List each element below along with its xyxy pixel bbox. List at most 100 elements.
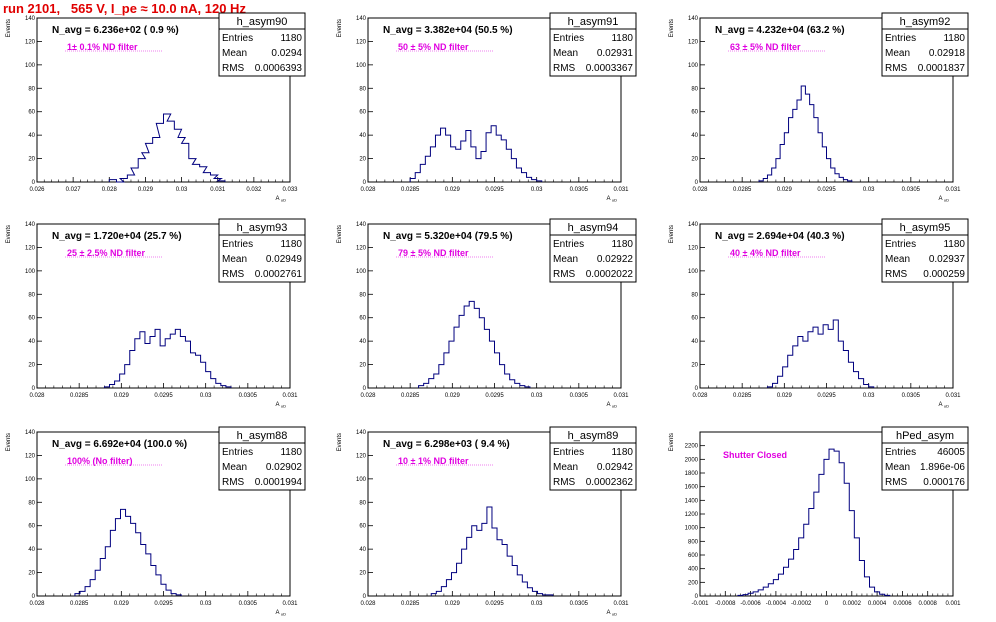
y-tick-label: 20 [359,571,366,577]
panel-h_asym94: 0.028 0.0285 0.029 0.0295 0.03 0.0305 0.031 0 20… [337,218,637,409]
stats-label: Mean [885,48,910,59]
x-tick-label: 0.028 [102,187,118,193]
y-tick-label: 40 [359,339,366,345]
stats-value: 0.02922 [597,254,634,265]
x-tick-label: 0.0305 [239,393,258,399]
x-tick-label: 0.028 [360,187,376,193]
x-tick-label: 0.0285 [401,601,420,607]
y-tick-label: 100 [356,477,367,483]
stats-title: h_asym94 [568,222,619,234]
x-axis-label: A uD [939,402,950,409]
y-tick-label: 140 [25,222,36,228]
x-tick-label: 0.029 [138,187,154,193]
x-tick-label: 0.031 [613,187,629,193]
stats-value: 0.0001994 [255,477,303,488]
stats-value: 1180 [611,447,633,458]
y-tick-label: 140 [25,430,36,436]
y-tick-label: 1400 [685,498,699,504]
y-tick-label: 40 [28,339,35,345]
stats-value: 1180 [611,33,633,44]
stats-box [549,218,637,283]
stats-label: Mean [553,48,578,59]
stats-value: 1180 [943,33,965,44]
y-tick-label: 1000 [685,526,699,532]
y-tick-label: 20 [28,363,35,369]
y-tick-label: 100 [688,269,699,275]
x-tick-label: 0.0006 [893,601,912,607]
stats-box [218,426,306,491]
x-tick-label: 0.0305 [570,601,589,607]
x-tick-label: 0.0305 [570,187,589,193]
y-tick-label: 20 [359,363,366,369]
y-tick-label: 120 [356,453,367,459]
stats-value: 0.0001837 [918,63,966,74]
stats-value: 1180 [611,239,633,250]
y-tick-label: 60 [691,110,698,116]
x-tick-label: 0.031 [282,601,298,607]
y-tick-label: 600 [688,553,699,559]
stats-label: RMS [553,269,576,280]
stats-box [881,12,969,77]
x-tick-label: 0.0305 [570,393,589,399]
panel-h_asym90: 0.026 0.027 0.028 0.029 0.03 0.031 0.032 0.033 0… [6,12,306,203]
stats-label: Entries [553,33,584,44]
x-tick-label: 0 [825,601,829,607]
stats-title: h_asym93 [237,222,288,234]
panel-h_asym89: 0.028 0.0285 0.029 0.0295 0.03 0.0305 0.031 0 20… [337,426,637,617]
y-tick-label: 120 [356,39,367,45]
x-tick-label: 0.029 [114,393,130,399]
y-tick-label: 80 [691,292,698,298]
stats-label: RMS [885,269,908,280]
stats-value: 0.0003367 [586,63,634,74]
y-tick-label: 40 [691,133,698,139]
x-tick-label: 0.029 [445,187,461,193]
x-tick-label: 0.0004 [868,601,887,607]
x-tick-label: 0.0295 [485,187,504,193]
stats-value: 0.02918 [929,48,966,59]
x-tick-label: 0.029 [777,393,793,399]
histogram-line [737,448,891,596]
stats-label: Mean [553,462,578,473]
x-tick-label: 0.0285 [401,393,420,399]
histogram-line [108,113,226,183]
histogram-line [74,508,182,596]
x-tick-label: 0.03 [531,187,543,193]
x-tick-label: 0.028 [692,187,708,193]
y-tick-label: 140 [356,222,367,228]
stats-box [881,218,969,283]
y-tick-label: 140 [688,222,699,228]
y-axis-label: Events [6,19,12,37]
x-axis-label: A uD [276,196,287,203]
y-tick-label: 0 [32,594,36,600]
x-tick-label: 0.03 [863,187,875,193]
y-tick-label: 80 [359,292,366,298]
stats-value: 0.0006393 [255,63,303,74]
navg-label: N_avg = 6.236e+02 ( 0.9 %) [52,25,179,36]
stats-value: 0.0002761 [255,269,303,280]
y-tick-label: 40 [359,547,366,553]
y-tick-label: 40 [691,339,698,345]
x-tick-label: 0.029 [445,601,461,607]
y-tick-label: 80 [359,86,366,92]
x-tick-label: 0.0295 [485,601,504,607]
y-tick-label: 0 [363,594,367,600]
stats-title: h_asym91 [568,16,619,28]
panel-h_asym88: 0.028 0.0285 0.029 0.0295 0.03 0.0305 0.031 0 20… [6,426,306,617]
navg-label: N_avg = 1.720e+04 (25.7 %) [52,231,182,242]
y-tick-label: 120 [25,453,36,459]
x-tick-label: 0.033 [282,187,298,193]
x-tick-label: 0.0295 [154,393,173,399]
y-tick-label: 60 [359,110,366,116]
x-tick-label: 0.0285 [70,393,89,399]
filter-label: 40 ± 4% ND filter [730,248,801,258]
y-tick-label: 20 [28,157,35,163]
y-axis-label: Events [6,225,12,243]
x-axis-label: A uD [276,402,287,409]
y-tick-label: 100 [688,63,699,69]
x-tick-label: 0.0295 [817,393,836,399]
x-tick-label: 0.032 [246,187,262,193]
stats-value: 46005 [937,447,965,458]
stats-title: h_asym89 [568,430,619,442]
stats-box [218,12,306,77]
